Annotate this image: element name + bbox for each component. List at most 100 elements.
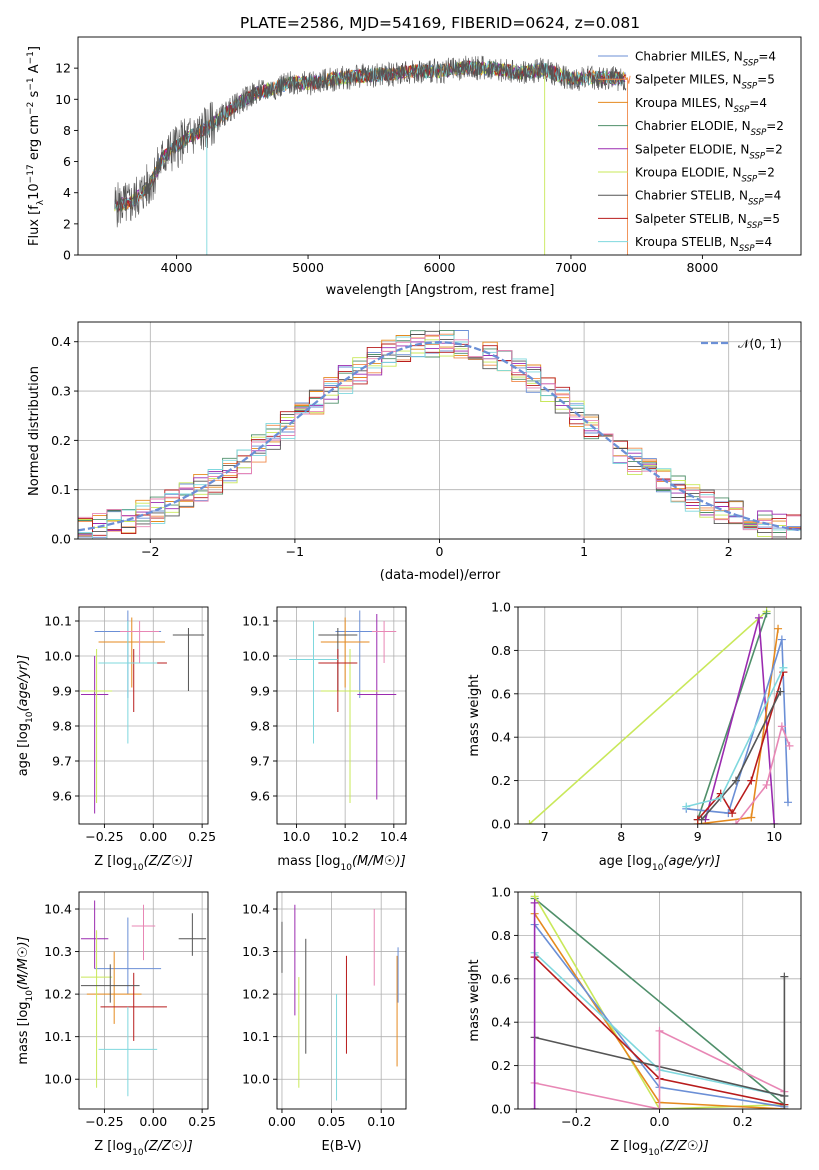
y-tick-label: 0	[63, 248, 71, 263]
x-tick-label: 0.00	[139, 1114, 167, 1129]
y-tick-label: 10.1	[242, 1029, 270, 1044]
error-bar-point	[289, 621, 338, 744]
legend-label: Salpeter MILES, NSSP=5	[635, 73, 775, 92]
axes-frame	[77, 36, 802, 256]
y-tick-label: 0.2	[491, 773, 511, 788]
figure-title: PLATE=2586, MJD=54169, FIBERID=0624, z=0…	[240, 14, 640, 32]
y-axis-label: mass weight	[467, 674, 482, 756]
y-tick-label: 6	[63, 154, 71, 169]
x-tick-label: 0.00	[268, 1114, 296, 1129]
y-tick-label: 9.9	[250, 684, 270, 699]
weight-marker	[655, 1105, 664, 1109]
weight-series	[693, 624, 783, 824]
weight-marker	[776, 687, 785, 696]
y-tick-label: 9.6	[250, 789, 270, 804]
weight-marker	[777, 722, 786, 731]
axes-frame	[517, 606, 802, 825]
x-tick-label: 6000	[424, 260, 456, 275]
y-tick-label: 0.8	[491, 643, 511, 658]
x-axis-label: Z [log10(Z/Z☉)]	[94, 854, 192, 873]
x-axis-label: mass [log10(M/M☉)]	[277, 854, 405, 873]
weight-marker	[747, 776, 756, 785]
y-tick-label: 0.3	[51, 384, 71, 399]
y-tick-label: 12	[55, 61, 71, 76]
weight-series	[530, 1026, 789, 1109]
y-tick-label: 1.0	[491, 885, 511, 900]
legend-label: Salpeter STELIB, NSSP=5	[635, 212, 780, 231]
error-bar-point	[98, 617, 165, 688]
weight-series	[731, 722, 794, 824]
residuals-plot-area	[78, 329, 801, 539]
legend-label: Chabrier STELIB, NSSP=4	[635, 189, 781, 208]
y-tick-label: 10.4	[242, 902, 270, 917]
legend-entry: Chabrier ELODIE, NSSP=2	[598, 119, 784, 138]
y-tick-label: 10.0	[44, 1072, 72, 1087]
y-tick-label: 2	[63, 216, 71, 231]
x-tick-label: −0.25	[85, 1114, 123, 1129]
y-axis-label: age [log10(age/yr)]	[16, 655, 35, 777]
x-axis-label: age [log10(age/yr)]	[599, 854, 721, 873]
weight-line	[704, 617, 775, 824]
y-tick-label: 10.0	[242, 1072, 270, 1087]
legend-label: Kroupa ELODIE, NSSP=2	[635, 166, 775, 185]
error-bar-point	[98, 621, 158, 744]
weight-marker	[716, 793, 725, 802]
y-tick-label: 10.3	[44, 944, 72, 959]
weight-marker	[754, 613, 763, 622]
y-axis-label: mass [log10(M/M☉)]	[16, 936, 35, 1064]
weight-marker	[728, 809, 737, 818]
y-tick-label: 0.4	[51, 334, 71, 349]
x-axis-label: Z [log10(Z/Z☉)]	[610, 1139, 708, 1158]
weight-series	[697, 687, 785, 824]
y-tick-label: 10.2	[44, 987, 72, 1002]
x-tick-label: −2	[141, 544, 159, 559]
weight-marker	[747, 813, 756, 822]
x-tick-label: −0.25	[85, 829, 123, 844]
error-bar-point	[178, 913, 207, 956]
z-vs-mass-panel: −0.25 0.00 0.25 10.0 10.1 10.2 10.3 10.4 Z [log1…	[16, 891, 216, 1158]
weight-marker	[762, 609, 771, 618]
x-tick-label: 10.4	[380, 829, 408, 844]
weight-marker	[779, 663, 788, 672]
y-tick-label: 0.4	[491, 730, 511, 745]
legend-entry: Chabrier STELIB, NSSP=4	[598, 189, 781, 208]
x-tick-label: −0.2	[561, 1114, 591, 1129]
spectrum-panel: 4000 5000 6000 7000 8000 0 2 4 6 8 10 12 wavelength …	[26, 36, 802, 298]
z-vs-weight-panel: −0.2 0.0 0.2 0.0 0.2 0.4 0.6 0.8 1.0 Z [log10(Z/Z…	[467, 885, 802, 1158]
weight-series	[682, 635, 792, 818]
error-bar-point	[120, 621, 160, 663]
z-vs-age-plot-area	[80, 610, 205, 814]
error-bar-point	[318, 649, 358, 712]
x-tick-label: 8000	[687, 260, 719, 275]
y-tick-label: 10.3	[242, 944, 270, 959]
weight-line	[534, 897, 785, 1106]
age-vs-weight-plot-area	[525, 607, 794, 824]
y-tick-label: 10.4	[44, 902, 72, 917]
y-tick-label: 0.2	[491, 1058, 511, 1073]
weight-line	[534, 1029, 785, 1109]
y-tick-label: 0.0	[491, 1102, 511, 1117]
legend-entry: Kroupa STELIB, NSSP=4	[598, 235, 772, 254]
y-tick-label: 0.6	[491, 686, 511, 701]
weight-series	[530, 898, 539, 1109]
residual-histogram-7	[78, 343, 801, 536]
error-bar-point	[371, 621, 397, 663]
weight-marker	[682, 802, 691, 811]
y-tick-label: 0.2	[51, 433, 71, 448]
x-axis-label: (data-model)/error	[380, 568, 501, 583]
y-tick-label: 9.8	[250, 719, 270, 734]
y-tick-label: 4	[63, 185, 71, 200]
weight-marker	[780, 1105, 789, 1109]
ebv-vs-mass-plot-area	[281, 904, 399, 1101]
x-tick-label: 0.0	[650, 1114, 670, 1129]
y-tick-label: 0.8	[491, 928, 511, 943]
error-bar-point	[80, 649, 113, 803]
legend-entry: Chabrier MILES, NSSP=4	[598, 50, 776, 69]
weight-line	[697, 628, 779, 824]
legend-entry: Kroupa ELODIE, NSSP=2	[598, 166, 775, 185]
spectrum-plot-area	[114, 55, 631, 255]
weight-series	[701, 613, 779, 824]
error-bar-point	[80, 964, 140, 1003]
y-tick-label: 1.0	[491, 600, 511, 615]
legend-label: 𝒩(0, 1)	[738, 337, 782, 351]
